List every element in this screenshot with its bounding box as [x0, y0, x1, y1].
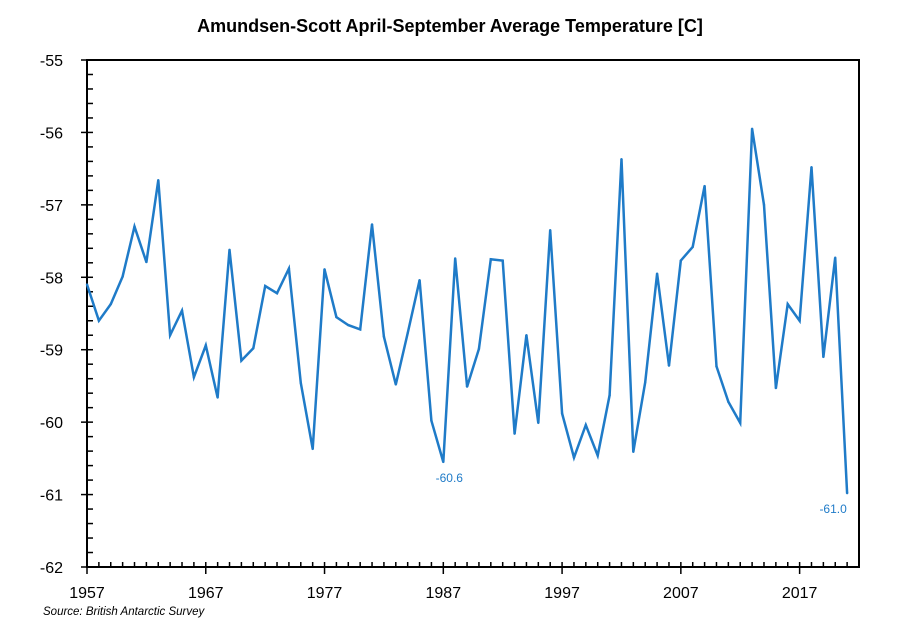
data-label: -60.6 [436, 471, 464, 485]
y-tick-label: -58 [40, 270, 63, 287]
data-point [168, 334, 172, 337]
data-point [347, 323, 350, 327]
data-point [513, 432, 516, 435]
data-point [739, 421, 742, 425]
data-point [786, 302, 789, 306]
data-point [644, 381, 647, 384]
data-point [335, 315, 338, 319]
x-tick-label: 1987 [426, 585, 462, 602]
y-axis: -55 -56 -57 -58 -59 -60 -61 -62 [40, 53, 93, 577]
data-point [121, 275, 124, 278]
data-point [370, 223, 374, 226]
y-tick-label: -61 [40, 488, 63, 505]
x-tick-label: 2017 [782, 585, 818, 602]
annotations-group: -60.6 -61.0 [436, 471, 847, 516]
data-point [358, 328, 362, 331]
data-point [715, 365, 718, 368]
x-tick-label: 1997 [544, 585, 580, 602]
data-point [560, 412, 564, 415]
data-point [691, 245, 694, 249]
data-point [192, 376, 196, 379]
data-point [85, 283, 89, 286]
data-point [97, 319, 101, 322]
data-label: -61.0 [819, 502, 847, 516]
data-point [620, 158, 623, 161]
data-point [465, 385, 469, 388]
data-point [477, 347, 481, 351]
data-point [275, 292, 279, 295]
data-point [204, 344, 207, 347]
data-point [822, 355, 825, 359]
series-line [85, 128, 849, 494]
data-point [240, 359, 243, 362]
data-point [679, 259, 683, 262]
y-tick-label: -62 [40, 560, 63, 577]
data-point [228, 248, 231, 251]
data-point [145, 260, 148, 264]
x-tick-label: 1967 [188, 585, 224, 602]
data-point [549, 229, 552, 232]
data-point [525, 334, 528, 337]
data-point [323, 268, 326, 271]
y-tick-label: -60 [40, 415, 63, 432]
data-point [109, 302, 112, 306]
data-point [667, 364, 671, 367]
data-point [572, 456, 576, 459]
data-point [430, 419, 433, 422]
data-point [501, 259, 504, 262]
data-point [834, 256, 837, 259]
data-point [537, 421, 540, 425]
data-point [632, 450, 635, 454]
data-point [584, 423, 588, 427]
data-point [489, 257, 493, 261]
y-tick-label: -59 [40, 343, 63, 360]
data-point [157, 179, 160, 182]
data-point [810, 165, 813, 169]
data-point [394, 383, 397, 386]
data-point [216, 396, 219, 399]
data-point [418, 278, 421, 282]
data-point [133, 225, 136, 228]
data-point [596, 454, 599, 457]
data-point [774, 386, 778, 390]
data-point [299, 381, 302, 385]
data-point [252, 347, 255, 350]
chart-title: Amundsen-Scott April-September Average T… [197, 16, 703, 36]
y-tick-label: -57 [40, 198, 63, 215]
source-note: Source: British Antarctic Survey [43, 606, 206, 618]
x-axis: 1957 1967 1977 1987 1997 2007 2017 [69, 562, 848, 602]
data-point [762, 203, 766, 207]
data-point [655, 272, 659, 275]
data-point [442, 460, 445, 464]
data-point [382, 335, 386, 338]
data-point [798, 319, 801, 322]
x-tick-label: 1957 [69, 585, 105, 602]
data-point [845, 491, 849, 495]
series-group [85, 127, 849, 495]
data-point [727, 400, 730, 404]
data-point [750, 127, 754, 131]
data-point [180, 309, 184, 312]
y-tick-label: -56 [40, 125, 63, 142]
x-tick-label: 1977 [307, 585, 343, 602]
data-point [453, 257, 457, 260]
data-point [406, 331, 409, 335]
data-point [263, 284, 267, 288]
data-point [287, 267, 291, 270]
data-point [608, 394, 611, 397]
data-point [311, 447, 314, 451]
data-point [703, 184, 706, 188]
x-tick-label: 2007 [663, 585, 699, 602]
plot-frame [86, 59, 860, 568]
y-tick-label: -55 [40, 53, 63, 70]
